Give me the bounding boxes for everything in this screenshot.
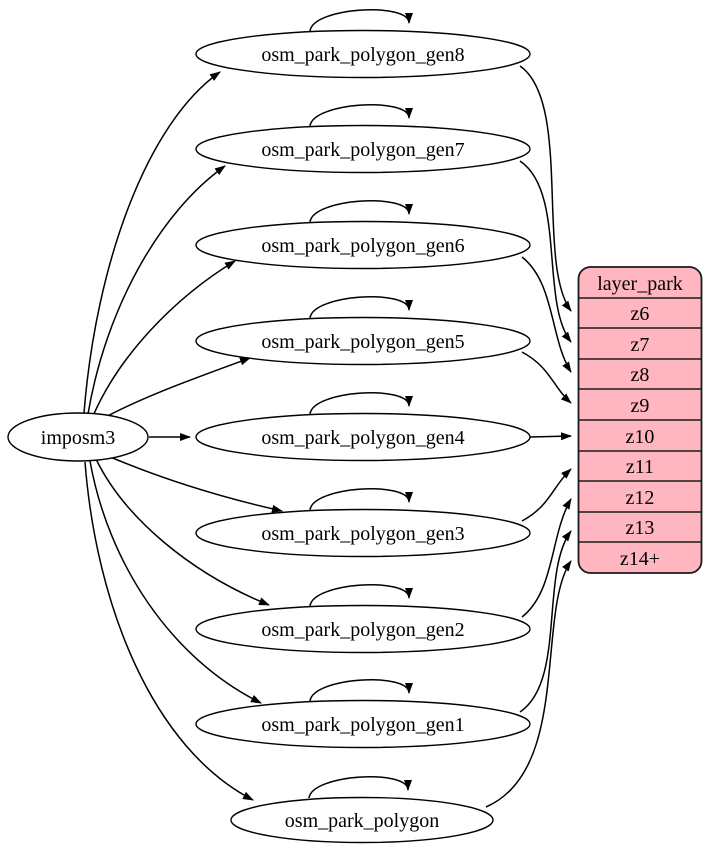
self-loop-gen2 [309, 584, 413, 607]
edge-imposm3-to-gen2 [95, 458, 270, 606]
edge-imposm3-to-gen3 [107, 455, 283, 513]
layer-row-z7: z7 [631, 334, 650, 356]
table-node-gen1: osm_park_polygon_gen1 [195, 699, 531, 749]
layer-row-z14: z14+ [620, 548, 660, 570]
table-node-gen6: osm_park_polygon_gen6 [195, 220, 531, 270]
self-loop-gen4 [309, 392, 413, 415]
self-loop-gen6 [309, 200, 413, 223]
table-node-label: osm_park_polygon_gen6 [261, 235, 464, 257]
edge-gen8-to-z6 [519, 65, 572, 312]
table-node-label: osm_park_polygon_gen5 [261, 331, 464, 353]
table-node-shape [195, 29, 531, 79]
layer-row-z13: z13 [626, 517, 655, 539]
edge-gen6-to-z8 [521, 256, 572, 373]
table-node-label: osm_park_polygon_gen3 [261, 523, 464, 545]
edge-imposm3-to-polygon [84, 461, 254, 801]
edge-imposm3-to-gen6 [92, 260, 236, 417]
table-node-gen7: osm_park_polygon_gen7 [195, 124, 531, 174]
layer-row-z10: z10 [626, 426, 655, 448]
source-node-shape [7, 412, 149, 462]
layer-row-z8: z8 [631, 364, 650, 386]
table-node-shape [195, 220, 531, 270]
table-node-gen5: osm_park_polygon_gen5 [195, 316, 531, 366]
table-node-shape [230, 796, 494, 844]
table-node-gen8: osm_park_polygon_gen8 [195, 29, 531, 79]
edge-imposm3-to-gen8 [83, 71, 221, 414]
self-loop-polygon [308, 776, 412, 799]
table-node-gen3: osm_park_polygon_gen3 [195, 508, 531, 558]
table-node-label: osm_park_polygon_gen1 [261, 714, 464, 736]
table-node-shape [195, 124, 531, 174]
layer-row-z11: z11 [626, 456, 654, 478]
edge-polygon-to-z14 [485, 560, 572, 808]
self-loop-gen1 [309, 679, 413, 702]
table-node-label: osm_park_polygon [285, 810, 439, 832]
edge-gen1-to-z13 [519, 530, 572, 713]
table-node-gen4: osm_park_polygon_gen4 [195, 412, 531, 462]
layer-row-z6: z6 [631, 303, 650, 325]
edge-gen3-to-z11 [521, 468, 572, 522]
edge-imposm3-to-gen1 [89, 460, 262, 704]
source-node: imposm3 [7, 412, 149, 462]
self-loop-gen7 [309, 104, 413, 127]
table-node-shape [195, 508, 531, 558]
edge-imposm3-to-gen5 [101, 357, 251, 420]
edge-imposm3-to-gen7 [87, 165, 226, 415]
edges-to-layer [485, 65, 572, 808]
table-node-shape [195, 604, 531, 654]
edges-self-loops [308, 9, 413, 799]
edge-gen2-to-z12 [521, 498, 572, 618]
layer-table: layer_park z6 z7 z8 z9 z10 z11 z12 z13 z… [577, 266, 703, 574]
table-node-label: osm_park_polygon_gen2 [261, 619, 464, 641]
edge-gen4-to-z10 [529, 432, 572, 441]
table-node-label: osm_park_polygon_gen7 [261, 139, 464, 161]
table-node-label: osm_park_polygon_gen8 [261, 44, 464, 66]
edge-gen7-to-z7 [519, 160, 572, 343]
layer-row-z12: z12 [626, 487, 655, 509]
edge-gen5-to-z9 [521, 351, 572, 404]
table-node-label: osm_park_polygon_gen4 [261, 427, 464, 449]
table-node-shape [195, 699, 531, 749]
layer-table-title: layer_park [597, 273, 683, 295]
self-loop-gen5 [309, 296, 413, 319]
table-node-shape [195, 412, 531, 462]
self-loop-gen8 [309, 9, 413, 32]
layer-row-z9: z9 [631, 395, 650, 417]
table-node-gen2: osm_park_polygon_gen2 [195, 604, 531, 654]
table-node-shape [195, 316, 531, 366]
table-node-polygon: osm_park_polygon [230, 796, 494, 844]
self-loop-gen3 [309, 488, 413, 511]
source-node-label: imposm3 [41, 427, 115, 449]
edges-source-fan [83, 71, 283, 801]
